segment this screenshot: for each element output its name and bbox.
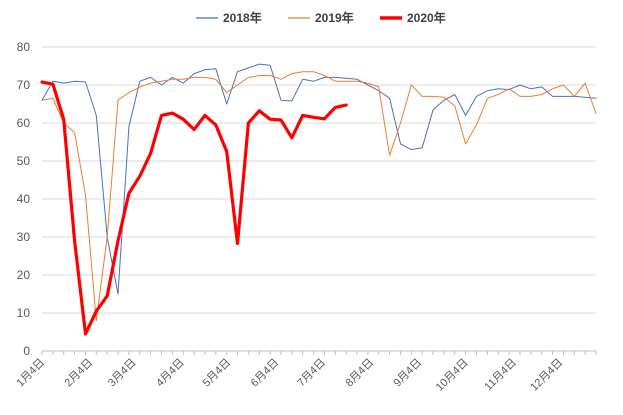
y-tick-label: 20 bbox=[17, 268, 31, 282]
x-tick-label: 4月4日 bbox=[154, 357, 187, 390]
gridlines bbox=[42, 46, 596, 314]
y-tick-label: 50 bbox=[17, 154, 31, 168]
legend-label: 2018年 bbox=[223, 10, 262, 25]
y-tick-label: 60 bbox=[17, 116, 31, 130]
x-tick-label: 1月4日 bbox=[14, 357, 47, 390]
y-tick-label: 10 bbox=[17, 306, 31, 320]
series-lines bbox=[40, 63, 597, 336]
x-tick-label: 2月4日 bbox=[63, 357, 96, 390]
x-tick-label: 5月4日 bbox=[201, 357, 234, 390]
axes: 0 10 20 30 40 50 60 70 80 1月4日 2月4日 3月4日 4月4日 5月4日 6月4… bbox=[14, 40, 597, 394]
y-tick-label: 80 bbox=[17, 40, 31, 54]
x-tick-label: 6月4日 bbox=[249, 357, 282, 390]
series-line-2020年 bbox=[40, 80, 348, 336]
x-tick-label: 8月4日 bbox=[343, 357, 376, 390]
x-tick-label: 9月4日 bbox=[391, 357, 424, 390]
legend-label: 2020年 bbox=[407, 10, 446, 25]
x-tick-label: 10月4日 bbox=[434, 357, 471, 394]
series-line-2019年 bbox=[41, 71, 597, 322]
x-tick-label: 12月4日 bbox=[528, 357, 565, 394]
y-tick-label: 70 bbox=[17, 78, 31, 92]
x-tick-label: 11月4日 bbox=[482, 357, 518, 393]
x-tick-label: 3月4日 bbox=[106, 357, 139, 390]
legend-label: 2019年 bbox=[315, 10, 354, 25]
y-tick-label: 30 bbox=[17, 230, 31, 244]
x-tick-label: 7月4日 bbox=[295, 357, 328, 390]
series-line-2018年 bbox=[41, 63, 597, 295]
legend: 2018年 2019年 2020年 bbox=[196, 10, 446, 25]
y-tick-label: 0 bbox=[23, 344, 30, 358]
y-tick-label: 40 bbox=[17, 192, 31, 206]
